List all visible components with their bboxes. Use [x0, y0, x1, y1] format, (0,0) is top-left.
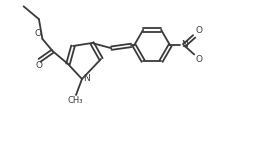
Text: N: N: [181, 40, 188, 49]
Text: N: N: [83, 74, 90, 83]
Text: O: O: [34, 29, 41, 38]
Text: O: O: [195, 26, 202, 35]
Text: O: O: [195, 55, 202, 64]
Text: O: O: [35, 61, 42, 70]
Text: CH₃: CH₃: [67, 96, 83, 105]
